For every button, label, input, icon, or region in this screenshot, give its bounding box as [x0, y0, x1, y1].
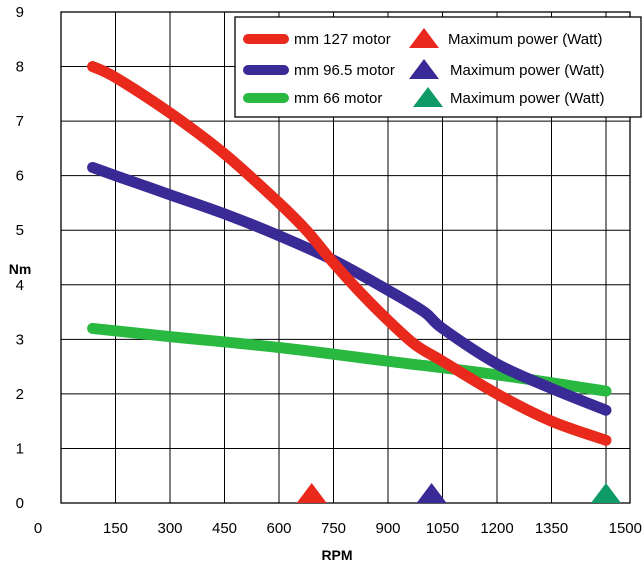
legend-marker-label: Maximum power (Watt): [450, 90, 604, 107]
y-tick-label: 4: [16, 277, 24, 294]
y-tick-label: 3: [16, 331, 24, 348]
x-tick-label: 750: [321, 520, 346, 537]
legend: mm 127 motor Maximum power (Watt) mm 96.5 …: [234, 16, 642, 118]
y-tick-label: 7: [16, 113, 24, 130]
x-axis-ticks: 0 150 300 450 600 750 900 1050 1200 1350 1500: [34, 520, 642, 537]
x-tick-label: 1050: [426, 520, 459, 537]
legend-entry-label: mm 96.5 motor: [294, 62, 395, 79]
y-tick-label: 8: [16, 59, 24, 76]
y-tick-label: 0: [16, 495, 24, 512]
max-power-marker: [416, 483, 447, 503]
legend-entry-label: mm 66 motor: [294, 90, 382, 107]
max-power-markers: [296, 483, 621, 503]
x-tick-label: 1500: [609, 520, 642, 537]
legend-marker-icon: [409, 59, 439, 79]
legend-entry-label: mm 127 motor: [294, 31, 391, 48]
x-axis-label: RPM: [321, 547, 352, 563]
series-line-mm-96-5-motor: [87, 161, 612, 416]
y-tick-label: 6: [16, 168, 24, 185]
x-tick-label: 0: [34, 520, 42, 537]
y-axis-ticks: 0 1 2 3 4 5 6 7 8 9: [16, 4, 24, 512]
x-tick-label: 1200: [480, 520, 513, 537]
x-tick-label: 600: [266, 520, 291, 537]
series-line-mm-127-motor: [87, 61, 612, 446]
plot-border: [60, 11, 631, 504]
x-tick-label: 150: [103, 520, 128, 537]
x-tick-label: 450: [212, 520, 237, 537]
y-tick-label: 5: [16, 222, 24, 239]
legend-marker-label: Maximum power (Watt): [450, 62, 604, 79]
y-tick-label: 1: [16, 440, 24, 457]
y-tick-label: 9: [16, 4, 24, 21]
x-tick-label: 900: [375, 520, 400, 537]
x-tick-label: 300: [157, 520, 182, 537]
legend-marker-label: Maximum power (Watt): [448, 31, 602, 48]
max-power-marker: [591, 483, 621, 503]
legend-marker-icon: [409, 28, 439, 48]
y-tick-label: 2: [16, 386, 24, 403]
series-lines: [87, 61, 612, 446]
max-power-marker: [296, 483, 327, 503]
y-axis-label: Nm: [9, 261, 32, 277]
x-tick-label: 1350: [535, 520, 568, 537]
legend-marker-icon: [413, 87, 443, 107]
